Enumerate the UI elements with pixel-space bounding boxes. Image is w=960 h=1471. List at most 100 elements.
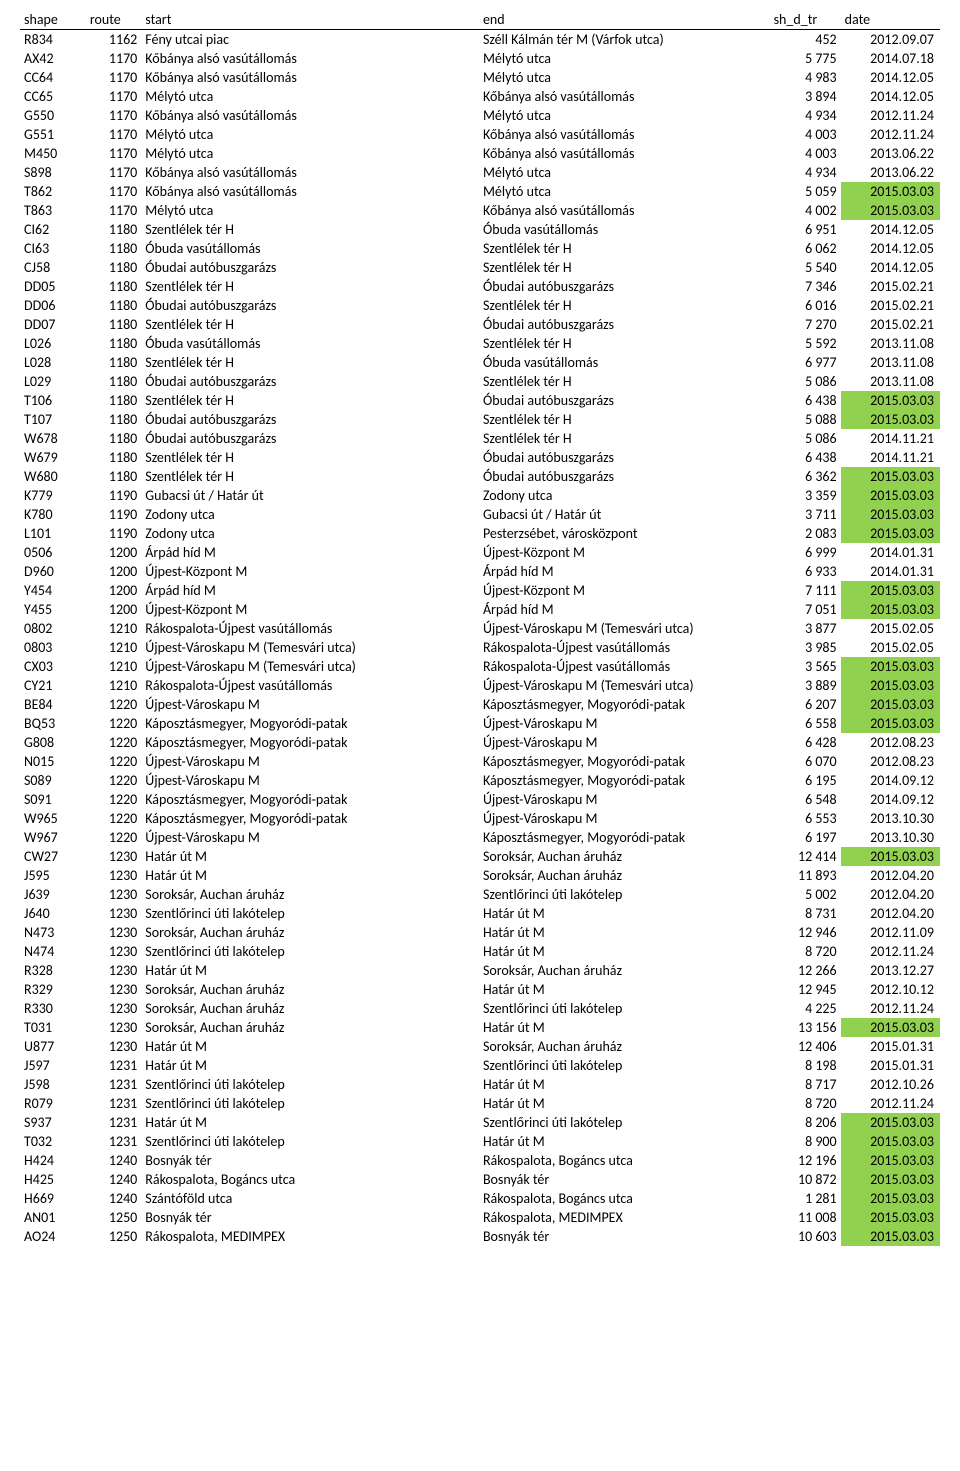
sh-cell: 8 198 [770, 1056, 841, 1075]
sh-cell: 6 016 [770, 296, 841, 315]
table-row: J6391230Soroksár, Auchan áruházSzentlőri… [20, 885, 940, 904]
sh-cell: 6 999 [770, 543, 841, 562]
end-cell: Mélytó utca [479, 106, 770, 125]
end-cell: Gubacsi út / Határ út [479, 505, 770, 524]
date-cell: 2015.03.03 [841, 467, 940, 486]
start-cell: Bosnyák tér [141, 1208, 479, 1227]
route-cell: 1230 [86, 1037, 141, 1056]
sh-cell: 5 775 [770, 49, 841, 68]
sh-cell: 8 731 [770, 904, 841, 923]
shape-cell: AX42 [20, 49, 86, 68]
shape-cell: T863 [20, 201, 86, 220]
shape-cell: L101 [20, 524, 86, 543]
start-cell: Kőbánya alsó vasútállomás [141, 182, 479, 201]
date-cell: 2014.09.12 [841, 771, 940, 790]
end-cell: Kőbánya alsó vasútállomás [479, 144, 770, 163]
start-cell: Rákospalota-Újpest vasútállomás [141, 619, 479, 638]
route-cell: 1180 [86, 315, 141, 334]
date-cell: 2013.12.27 [841, 961, 940, 980]
table-row: N0151220Újpest-Városkapu MKáposztásmegye… [20, 752, 940, 771]
date-cell: 2015.03.03 [841, 657, 940, 676]
table-row: J5971231Határ út MSzentlőrinci úti lakót… [20, 1056, 940, 1075]
start-cell: Újpest-Központ M [141, 562, 479, 581]
route-cell: 1190 [86, 524, 141, 543]
end-cell: Óbudai autóbuszgarázs [479, 467, 770, 486]
table-row: R8341162Fény utcai piacSzéll Kálmán tér … [20, 30, 940, 50]
sh-cell: 4 225 [770, 999, 841, 1018]
sh-cell: 452 [770, 30, 841, 50]
shape-cell: K779 [20, 486, 86, 505]
shape-cell: 0803 [20, 638, 86, 657]
table-row: W6781180Óbudai autóbuszgarázsSzentlélek … [20, 429, 940, 448]
table-row: CJ581180Óbudai autóbuszgarázsSzentlélek … [20, 258, 940, 277]
sh-cell: 8 720 [770, 942, 841, 961]
end-cell: Szentlélek tér H [479, 334, 770, 353]
end-cell: Mélytó utca [479, 182, 770, 201]
sh-cell: 3 711 [770, 505, 841, 524]
shape-cell: T106 [20, 391, 86, 410]
shape-cell: T031 [20, 1018, 86, 1037]
end-cell: Határ út M [479, 980, 770, 999]
date-cell: 2013.06.22 [841, 163, 940, 182]
route-cell: 1230 [86, 1018, 141, 1037]
shape-cell: BE84 [20, 695, 86, 714]
sh-cell: 7 111 [770, 581, 841, 600]
date-cell: 2014.12.05 [841, 87, 940, 106]
table-row: BQ531220Káposztásmegyer, Mogyoródi-patak… [20, 714, 940, 733]
start-cell: Óbudai autóbuszgarázs [141, 258, 479, 277]
end-cell: Óbudai autóbuszgarázs [479, 391, 770, 410]
sh-cell: 8 717 [770, 1075, 841, 1094]
shape-cell: R834 [20, 30, 86, 50]
end-cell: Mélytó utca [479, 49, 770, 68]
end-cell: Széll Kálmán tér M (Várfok utca) [479, 30, 770, 50]
shape-cell: T107 [20, 410, 86, 429]
table-row: M4501170Mélytó utcaKőbánya alsó vasútáll… [20, 144, 940, 163]
route-cell: 1210 [86, 676, 141, 695]
route-cell: 1230 [86, 866, 141, 885]
route-cell: 1240 [86, 1151, 141, 1170]
table-row: R3301230Soroksár, Auchan áruházSzentlőri… [20, 999, 940, 1018]
table-row: K7791190Gubacsi út / Határ útZodony utca… [20, 486, 940, 505]
sh-cell: 6 438 [770, 391, 841, 410]
end-cell: Óbudai autóbuszgarázs [479, 448, 770, 467]
shape-cell: L026 [20, 334, 86, 353]
date-cell: 2013.11.08 [841, 353, 940, 372]
sh-cell: 5 002 [770, 885, 841, 904]
table-row: N4741230Szentlőrinci úti lakótelepHatár … [20, 942, 940, 961]
start-cell: Szentlőrinci úti lakótelep [141, 942, 479, 961]
shape-cell: J598 [20, 1075, 86, 1094]
route-cell: 1180 [86, 448, 141, 467]
route-cell: 1190 [86, 505, 141, 524]
table-row: CY211210Rákospalota-Újpest vasútállomásÚ… [20, 676, 940, 695]
sh-cell: 8 206 [770, 1113, 841, 1132]
start-cell: Határ út M [141, 1037, 479, 1056]
end-cell: Határ út M [479, 1132, 770, 1151]
shape-cell: S091 [20, 790, 86, 809]
route-cell: 1210 [86, 657, 141, 676]
start-cell: Soroksár, Auchan áruház [141, 885, 479, 904]
table-row: D9601200Újpest-Központ MÁrpád híd M6 933… [20, 562, 940, 581]
sh-cell: 3 359 [770, 486, 841, 505]
table-row: CI631180Óbuda vasútállomásSzentlélek tér… [20, 239, 940, 258]
start-cell: Mélytó utca [141, 125, 479, 144]
end-cell: Óbudai autóbuszgarázs [479, 315, 770, 334]
start-cell: Óbudai autóbuszgarázs [141, 372, 479, 391]
sh-cell: 4 003 [770, 125, 841, 144]
end-cell: Határ út M [479, 942, 770, 961]
table-row: S0891220Újpest-Városkapu MKáposztásmegye… [20, 771, 940, 790]
shape-cell: AO24 [20, 1227, 86, 1246]
start-cell: Újpest-Városkapu M (Temesvári utca) [141, 638, 479, 657]
end-cell: Óbuda vasútállomás [479, 353, 770, 372]
start-cell: Szentlőrinci úti lakótelep [141, 1075, 479, 1094]
date-cell: 2015.03.03 [841, 505, 940, 524]
start-cell: Szentlélek tér H [141, 467, 479, 486]
table-row: R0791231Szentlőrinci úti lakótelepHatár … [20, 1094, 940, 1113]
end-cell: Szentlélek tér H [479, 429, 770, 448]
table-row: G5501170Kőbánya alsó vasútállomásMélytó … [20, 106, 940, 125]
date-cell: 2012.09.07 [841, 30, 940, 50]
end-cell: Szentlélek tér H [479, 258, 770, 277]
date-cell: 2014.12.05 [841, 258, 940, 277]
header-start: start [141, 10, 479, 30]
route-cell: 1220 [86, 733, 141, 752]
sh-cell: 1 281 [770, 1189, 841, 1208]
